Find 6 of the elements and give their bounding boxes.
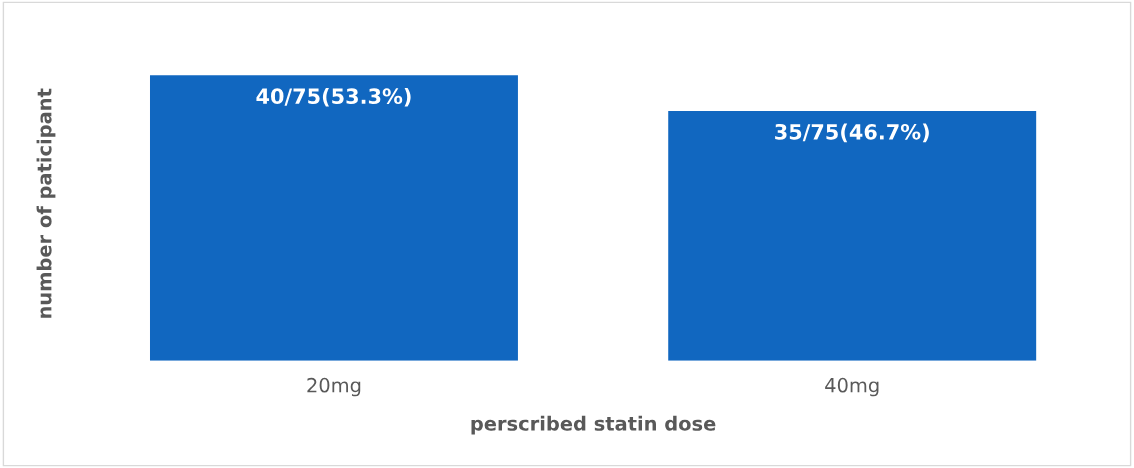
x-tick-label: 40mg <box>825 377 879 397</box>
x-axis-title: perscribed statin dose <box>471 415 716 435</box>
data-label: 40/75(53.3%) <box>256 87 411 107</box>
x-tick-label: 20mg <box>307 377 361 397</box>
data-label: 35/75(46.7%) <box>775 123 929 143</box>
y-axis-title: number of paticipant <box>36 88 56 318</box>
